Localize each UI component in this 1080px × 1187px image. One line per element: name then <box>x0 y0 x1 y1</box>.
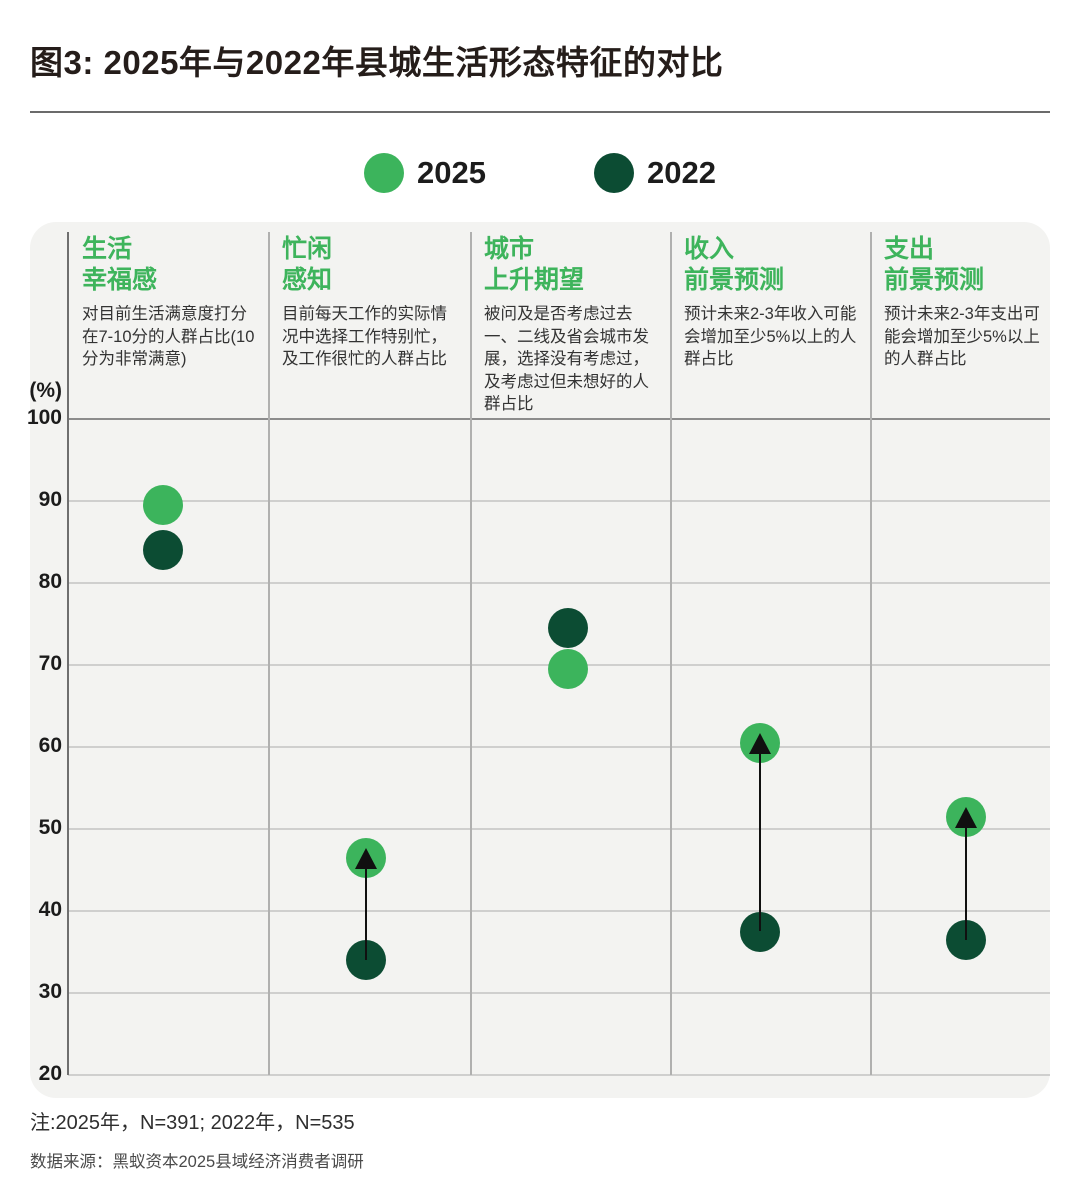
y-axis-unit-label: (%) <box>29 379 62 402</box>
arrow-up-icon <box>955 806 977 828</box>
column-title: 收入 前景预测 <box>684 235 785 294</box>
column-separator <box>870 232 872 1075</box>
arrow-line <box>964 825 968 940</box>
chart-panel: (%) 生活 幸福感 对目前生活满意度打分在7-10分的人群占比(10分为非常满… <box>27 222 1050 1098</box>
title-divider <box>30 111 1050 113</box>
arrow-line <box>364 866 368 961</box>
legend-dot-2022-icon <box>594 153 634 193</box>
y-tick-label: 60 <box>38 734 62 757</box>
gridline <box>68 418 1050 420</box>
column-title: 生活 幸福感 <box>82 235 158 294</box>
y-tick-label: 50 <box>38 816 62 839</box>
gridline <box>68 500 1050 502</box>
legend-label-2022: 2022 <box>647 155 716 190</box>
arrow-up-icon <box>355 847 377 869</box>
arrow-line <box>758 751 762 932</box>
gridline <box>68 910 1050 912</box>
y-tick-label: 80 <box>38 570 62 593</box>
column-separator <box>670 232 672 1075</box>
legend-item-2025: 2025 <box>364 153 486 193</box>
gridline <box>68 582 1050 584</box>
y-tick-label: 100 <box>26 406 62 429</box>
column-description: 预计未来2-3年支出可能会增加至少5%以上的人群占比 <box>884 305 1040 368</box>
legend: 2025 2022 <box>0 150 1080 196</box>
column-description: 被问及是否考虑过去一、二线及省会城市发展，选择没有考虑过，及考虑过但未想好的人群… <box>484 305 649 413</box>
column-header-city-aspiration: 城市 上升期望 被问及是否考虑过去一、二线及省会城市发展，选择没有考虑过，及考虑… <box>484 234 660 416</box>
y-tick-label: 30 <box>38 980 62 1003</box>
gridline <box>68 828 1050 830</box>
column-header-life-happiness: 生活 幸福感 对目前生活满意度打分在7-10分的人群占比(10分为非常满意) <box>82 234 258 371</box>
column-header-income-outlook: 收入 前景预测 预计未来2-3年收入可能会增加至少5%以上的人群占比 <box>684 234 860 371</box>
column-description: 对目前生活满意度打分在7-10分的人群占比(10分为非常满意) <box>82 305 255 368</box>
data-point-2022 <box>548 608 588 649</box>
column-header-busy-perception: 忙闲 感知 目前每天工作的实际情况中选择工作特别忙，及工作很忙的人群占比 <box>282 234 460 371</box>
column-title: 城市 上升期望 <box>484 235 585 294</box>
data-point-2025 <box>143 485 183 526</box>
column-header-spending-outlook: 支出 前景预测 预计未来2-3年支出可能会增加至少5%以上的人群占比 <box>884 234 1040 371</box>
legend-dot-2025-icon <box>364 153 405 193</box>
sample-size-note: 注:2025年，N=391; 2022年，N=535 <box>30 1112 355 1134</box>
data-point-2025 <box>548 649 588 690</box>
y-tick-label: 40 <box>38 898 62 921</box>
y-tick-label: 90 <box>38 488 62 511</box>
column-description: 目前每天工作的实际情况中选择工作特别忙，及工作很忙的人群占比 <box>282 305 447 368</box>
column-separator <box>268 232 270 1075</box>
legend-item-2022: 2022 <box>594 153 716 193</box>
chart-title: 图3: 2025年与2022年县城生活形态特征的对比 <box>30 44 724 81</box>
gridline <box>68 746 1050 748</box>
data-point-2022 <box>143 530 183 571</box>
column-title: 忙闲 感知 <box>282 235 333 294</box>
y-axis-line <box>67 232 69 1075</box>
gridline <box>68 1074 1050 1076</box>
column-title: 支出 前景预测 <box>884 235 985 294</box>
gridline <box>68 992 1050 994</box>
data-source-note: 数据来源：黑蚁资本2025县域经济消费者调研 <box>30 1153 364 1171</box>
column-description: 预计未来2-3年收入可能会增加至少5%以上的人群占比 <box>684 305 857 368</box>
arrow-up-icon <box>749 732 771 754</box>
y-tick-label: 20 <box>38 1062 62 1085</box>
column-separator <box>470 232 472 1075</box>
legend-label-2025: 2025 <box>417 155 486 190</box>
y-tick-label: 70 <box>38 652 62 675</box>
